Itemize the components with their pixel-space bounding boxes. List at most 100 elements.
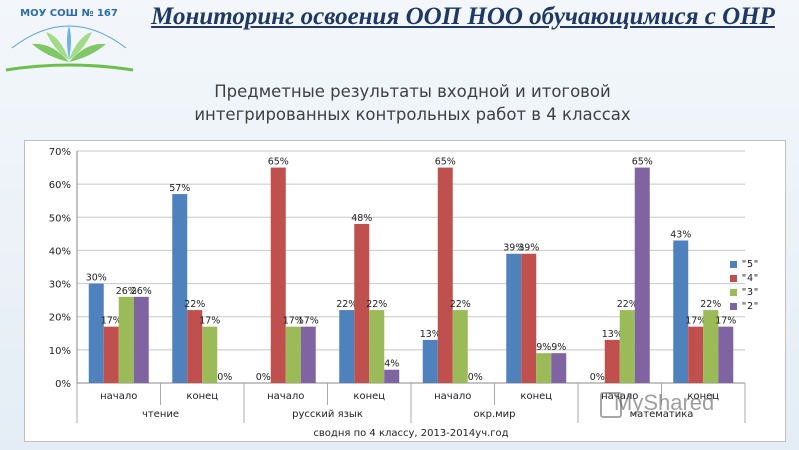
data-label: 43% xyxy=(670,229,691,240)
data-label: 4% xyxy=(384,359,399,370)
bar xyxy=(172,194,188,383)
bar xyxy=(384,369,400,383)
x-tick-label: конец xyxy=(186,391,218,402)
data-label: 39% xyxy=(503,243,524,254)
data-label: 13% xyxy=(602,329,623,340)
x-tick-label: начало xyxy=(100,391,137,402)
x-tick-label: конец xyxy=(687,391,719,402)
bar xyxy=(688,326,704,383)
bar-chart: 0% 10% 20% 30% 40% 50% 60% 70% 30% 17% 26%26% начал… xyxy=(49,147,746,439)
y-tick-label: 50% xyxy=(49,213,71,224)
legend-item-4: "4" xyxy=(730,271,780,285)
school-logo: МОУ СОШ № 167 xyxy=(5,8,134,72)
bar xyxy=(118,296,134,383)
data-label: 0% xyxy=(217,372,232,383)
data-label: 17% xyxy=(715,316,736,327)
y-tick-label: 40% xyxy=(49,246,71,257)
bar xyxy=(437,167,453,383)
data-label: 17% xyxy=(199,316,220,327)
data-label: 17% xyxy=(101,316,122,327)
data-label: 22% xyxy=(450,299,471,310)
legend-item-5: "5" xyxy=(730,257,780,271)
watermark-text: MyShared xyxy=(614,390,715,415)
group-label: русский язык xyxy=(292,409,363,420)
legend-swatch-5 xyxy=(730,260,737,268)
x-tick-label: конец xyxy=(353,391,385,402)
data-label: 22% xyxy=(336,299,357,310)
legend-swatch-2 xyxy=(730,302,737,310)
data-label: 17% xyxy=(685,316,706,327)
bar xyxy=(536,353,552,383)
data-label: 65% xyxy=(435,157,456,168)
bar xyxy=(202,326,218,383)
data-label: 26% xyxy=(131,286,152,297)
bar xyxy=(339,310,355,383)
bar xyxy=(634,167,650,383)
legend-label-4: "4" xyxy=(741,272,760,284)
bar xyxy=(551,353,567,383)
legend-item-3: "3" xyxy=(730,285,780,299)
chart-frame: 0% 10% 20% 30% 40% 50% 60% 70% 30% 17% 26% 26% начал… xyxy=(24,140,786,442)
data-label: 22% xyxy=(366,299,387,310)
data-label: 22% xyxy=(184,299,205,310)
data-label: 65% xyxy=(632,157,653,168)
data-label: 9% xyxy=(551,342,566,353)
bar xyxy=(285,326,301,383)
x-tick-label: начало xyxy=(267,391,304,402)
legend-swatch-3 xyxy=(730,288,737,296)
data-label: 9% xyxy=(536,342,551,353)
bar xyxy=(521,253,537,383)
page-title: Мониторинг освоения ООП НОО обучающимися… xyxy=(151,3,775,30)
bar xyxy=(88,283,104,383)
y-tick-label: 0% xyxy=(55,379,71,390)
y-tick-label: 20% xyxy=(49,313,71,324)
bar xyxy=(187,310,203,383)
logo-text: МОУ СОШ № 167 xyxy=(20,8,118,19)
bar xyxy=(452,310,468,383)
bar xyxy=(300,326,316,383)
legend: "5" "4" "3" "2" xyxy=(730,257,780,313)
bar xyxy=(673,240,689,383)
bar xyxy=(506,253,522,383)
x-tick-label: конец xyxy=(520,391,552,402)
legend-label-2: "2" xyxy=(741,300,760,312)
legend-label-5: "5" xyxy=(741,258,760,270)
data-label: 22% xyxy=(617,299,638,310)
bar xyxy=(354,223,370,383)
y-tick-label: 10% xyxy=(49,346,71,357)
y-tick-label: 70% xyxy=(49,147,71,158)
data-label: 17% xyxy=(283,316,304,327)
bar xyxy=(103,326,119,383)
y-tick-label: 60% xyxy=(49,180,71,191)
data-label: 17% xyxy=(298,316,319,327)
bar xyxy=(703,310,719,383)
data-label: 26% xyxy=(116,286,137,297)
data-label: 0% xyxy=(468,372,483,383)
bar xyxy=(619,310,635,383)
y-tick-label: 30% xyxy=(49,280,71,291)
data-label: 48% xyxy=(351,213,372,224)
legend-swatch-4 xyxy=(730,274,737,282)
bar xyxy=(718,326,734,383)
legend-label-3: "3" xyxy=(741,286,760,298)
x-tick-label: начало xyxy=(434,391,471,402)
legend-item-2: "2" xyxy=(730,299,780,313)
data-label: 22% xyxy=(700,299,721,310)
bar xyxy=(133,296,149,383)
group-label: чтение xyxy=(142,409,179,420)
bar xyxy=(270,167,286,383)
bar xyxy=(422,339,438,383)
x-tick-label: начало xyxy=(601,391,638,402)
data-label: 13% xyxy=(420,329,441,340)
data-label: 0% xyxy=(590,372,605,383)
group-label: математика xyxy=(630,409,694,420)
watermark-icon xyxy=(600,392,622,418)
bar xyxy=(369,310,385,383)
bar xyxy=(604,339,620,383)
data-label: 30% xyxy=(86,273,107,284)
chart-subtitle: Предметные результаты входной и итоговой… xyxy=(194,82,631,124)
group-label: окр.мир xyxy=(473,409,515,420)
x-axis-title: сводня по 4 классу, 2013-2014уч.год xyxy=(313,428,508,439)
data-label: 0% xyxy=(256,372,271,383)
data-label: 57% xyxy=(169,183,190,194)
